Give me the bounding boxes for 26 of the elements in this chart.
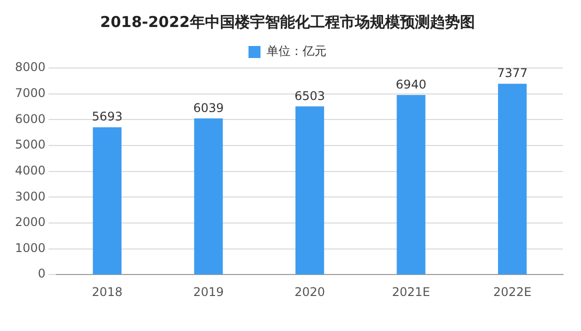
y-tick-label: 1000: [14, 240, 46, 255]
y-tick-label: 2000: [14, 215, 46, 230]
y-tick-label: 7000: [14, 86, 46, 100]
data-label: 6039: [193, 100, 224, 115]
x-tick-label: 2018: [92, 284, 122, 299]
x-tick-label: 2019: [193, 284, 224, 299]
x-tick-label: 2020: [294, 284, 326, 299]
y-tick-label: 3000: [14, 189, 46, 204]
data-label: 6503: [294, 88, 326, 103]
y-tick-label: 0: [38, 266, 46, 281]
bar: [194, 118, 223, 274]
data-label: 7377: [497, 66, 528, 80]
bar: [498, 84, 527, 274]
x-tick-label: 2021E: [392, 284, 430, 299]
bar: [92, 127, 122, 274]
data-label: 5693: [92, 110, 122, 124]
y-tick-label: 4000: [14, 163, 46, 178]
y-tick-label: 8000: [14, 60, 46, 74]
data-label: 6940: [396, 78, 426, 92]
bar: [396, 95, 426, 274]
chart-title: 2018-2022年中国楼宇智能化工程市场规模预测趋势图: [100, 12, 475, 31]
y-tick-label: 6000: [14, 112, 46, 126]
y-tick-label: 5000: [14, 138, 46, 152]
x-tick-label: 2022E: [493, 284, 532, 299]
legend-label: 单位：亿元: [266, 44, 326, 58]
bar: [295, 106, 324, 274]
